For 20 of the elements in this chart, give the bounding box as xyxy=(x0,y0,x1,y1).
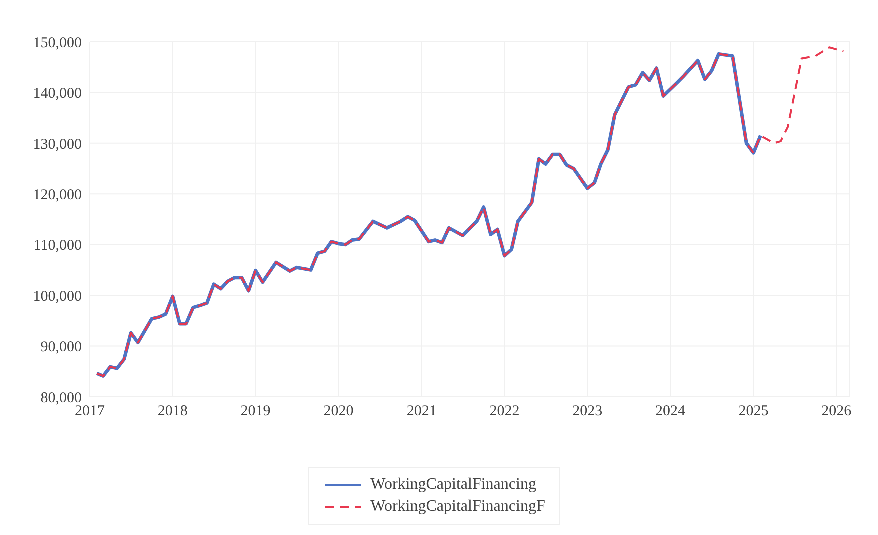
y-tick-label: 110,000 xyxy=(34,238,82,254)
x-tick-label: 2024 xyxy=(656,404,686,420)
x-tick-label: 2021 xyxy=(406,404,437,420)
y-tick-label: 100,000 xyxy=(33,288,82,305)
y-tick-label: 120,000 xyxy=(33,187,82,204)
x-tick-label: 2018 xyxy=(158,404,188,420)
y-tick-label: 140,000 xyxy=(33,86,82,102)
y-tick-label: 150,000 xyxy=(33,35,82,52)
x-tick-label: 2019 xyxy=(240,404,271,420)
x-tick-label: 2023 xyxy=(572,404,603,420)
x-tick-label: 2017 xyxy=(75,404,106,420)
x-tick-label: 2020 xyxy=(324,404,354,420)
x-tick-label: 2022 xyxy=(490,404,520,420)
y-tick-label: 90,000 xyxy=(40,340,82,356)
y-tick-label: 80,000 xyxy=(40,390,82,406)
x-tick-label: 2026 xyxy=(822,404,852,420)
x-tick-label: 2025 xyxy=(738,404,769,420)
legend-label: WorkingCapitalFinancingF xyxy=(370,497,546,517)
y-tick-label: 130,000 xyxy=(33,136,82,153)
legend-label: WorkingCapitalFinancing xyxy=(370,475,536,495)
